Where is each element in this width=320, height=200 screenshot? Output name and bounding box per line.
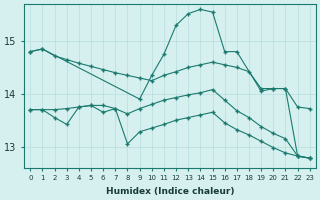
X-axis label: Humidex (Indice chaleur): Humidex (Indice chaleur) bbox=[106, 187, 234, 196]
